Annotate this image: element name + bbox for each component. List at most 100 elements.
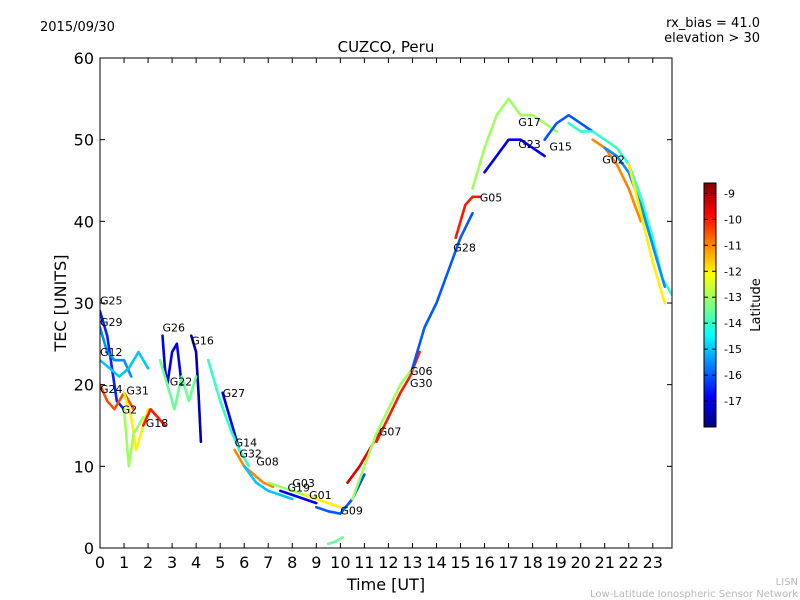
series-g05 [454,195,481,239]
rx-bias-label: rx_bias = 41.0 [666,16,760,31]
series-g24 [100,383,135,411]
colorbar-ticks: -9 -10 -11 -12 -13 -14 -15 -16 -17 [704,187,742,408]
sat-label-g19: G19 [288,482,311,495]
x-tick-label: 5 [215,553,225,572]
sat-label-g14: G14 [235,437,258,450]
y-tick-label: 10 [74,457,94,476]
series-g29 [100,326,133,378]
series-g04 [327,536,344,546]
sat-label-g08: G08 [256,456,279,469]
sat-label-g17: G17 [518,116,541,129]
series-g2 [122,407,145,468]
sat-label-g31: G31 [126,385,149,398]
colorbar-tick-label: -9 [724,187,735,200]
axes: 0 1 2 3 4 5 6 7 8 9 10 11 12 13 14 15 16 17 18 19 20 21 22 2301… [74,49,672,572]
sat-label-g32: G32 [239,447,262,460]
series-g22 [158,358,198,411]
sat-label-g07: G07 [379,425,402,438]
x-tick-label: 11 [354,553,374,572]
series-g26 [161,334,183,386]
series-g18 [142,407,167,427]
x-tick-label: 18 [522,553,542,572]
x-axis-label: Time [UT] [346,575,425,594]
sat-label-g28: G28 [453,242,476,255]
colorbar-tick-label: -12 [724,265,742,278]
x-tick-label: 7 [263,553,273,572]
sat-label-g29: G29 [100,316,123,329]
y-tick-label: 50 [74,131,94,150]
series-g32 [233,448,275,489]
y-tick-label: 60 [74,49,94,68]
colorbar-tick-label: -11 [724,239,742,252]
x-tick-label: 15 [450,553,470,572]
series-g12 [100,350,150,378]
series-g15 [543,113,594,141]
x-tick-label: 16 [474,553,494,572]
series-g25 [100,309,126,411]
footer-lisn: LISN [776,577,798,588]
series-g13 [627,162,667,305]
y-tick-label: 0 [84,539,94,558]
x-tick-label: 8 [287,553,297,572]
x-tick-label: 1 [119,553,129,572]
colorbar-tick-label: -16 [724,369,742,382]
sat-label-g25: G25 [100,295,123,308]
x-tick-label: 3 [167,553,177,572]
x-tick-label: 6 [239,553,249,572]
sat-label-g09: G09 [340,505,363,518]
x-tick-label: 22 [619,553,639,572]
x-tick-label: 2 [143,553,153,572]
y-tick-label: 20 [74,376,94,395]
sat-label-g30: G30 [410,377,433,390]
footer-network: Low-Latitude Ionospheric Sensor Network [590,589,798,600]
x-tick-label: 0 [95,553,105,572]
colorbar-tick-label: -15 [724,343,742,356]
series-g23 [483,138,546,174]
x-tick-label: 9 [311,553,321,572]
series-g10 [567,122,672,297]
x-tick-label: 21 [595,553,615,572]
sat-label-g18: G18 [146,417,169,430]
elevation-label: elevation > 30 [664,31,760,46]
sat-label-g01: G01 [309,489,332,502]
x-tick-label: 4 [191,553,201,572]
series-g16 [190,334,203,444]
date-label: 2015/09/30 [40,20,115,35]
sat-label-g22: G22 [170,376,193,389]
sat-label-g06: G06 [410,365,433,378]
y-tick-label: 40 [74,212,94,231]
x-tick-label: 12 [378,553,398,572]
sat-label-g24: G24 [100,383,123,396]
series-g30 [351,367,414,501]
colorbar-tick-label: -17 [724,395,742,408]
sat-label-g2: G2 [122,403,138,416]
series-layer [100,97,672,546]
series-g14 [206,358,251,468]
series-g11 [603,146,667,288]
sat-label-g03: G03 [292,477,315,490]
y-tick-label: 30 [74,294,94,313]
x-tick-label: 17 [498,553,518,572]
sat-label-g05: G05 [480,192,503,205]
series-g28 [411,211,474,370]
sat-label-g12: G12 [100,346,123,359]
series-g19 [279,489,318,505]
sat-label-g27: G27 [223,387,246,400]
series-g02 [591,138,643,223]
x-tick-label: 10 [330,553,350,572]
colorbar-tick-label: -10 [724,213,742,226]
colorbar-label: Latitude [749,278,764,332]
sat-label-g15: G15 [549,140,572,153]
series-g01 [303,493,342,509]
sat-label-g02: G02 [602,153,625,166]
sat-label-g16: G16 [191,335,214,348]
x-tick-label: 14 [426,553,446,572]
x-tick-label: 20 [570,553,590,572]
sat-label-g26: G26 [163,322,186,335]
colorbar-tick-label: -14 [724,317,742,330]
x-tick-label: 13 [402,553,422,572]
sat-label-g23: G23 [518,138,541,151]
series-g17 [471,97,558,190]
